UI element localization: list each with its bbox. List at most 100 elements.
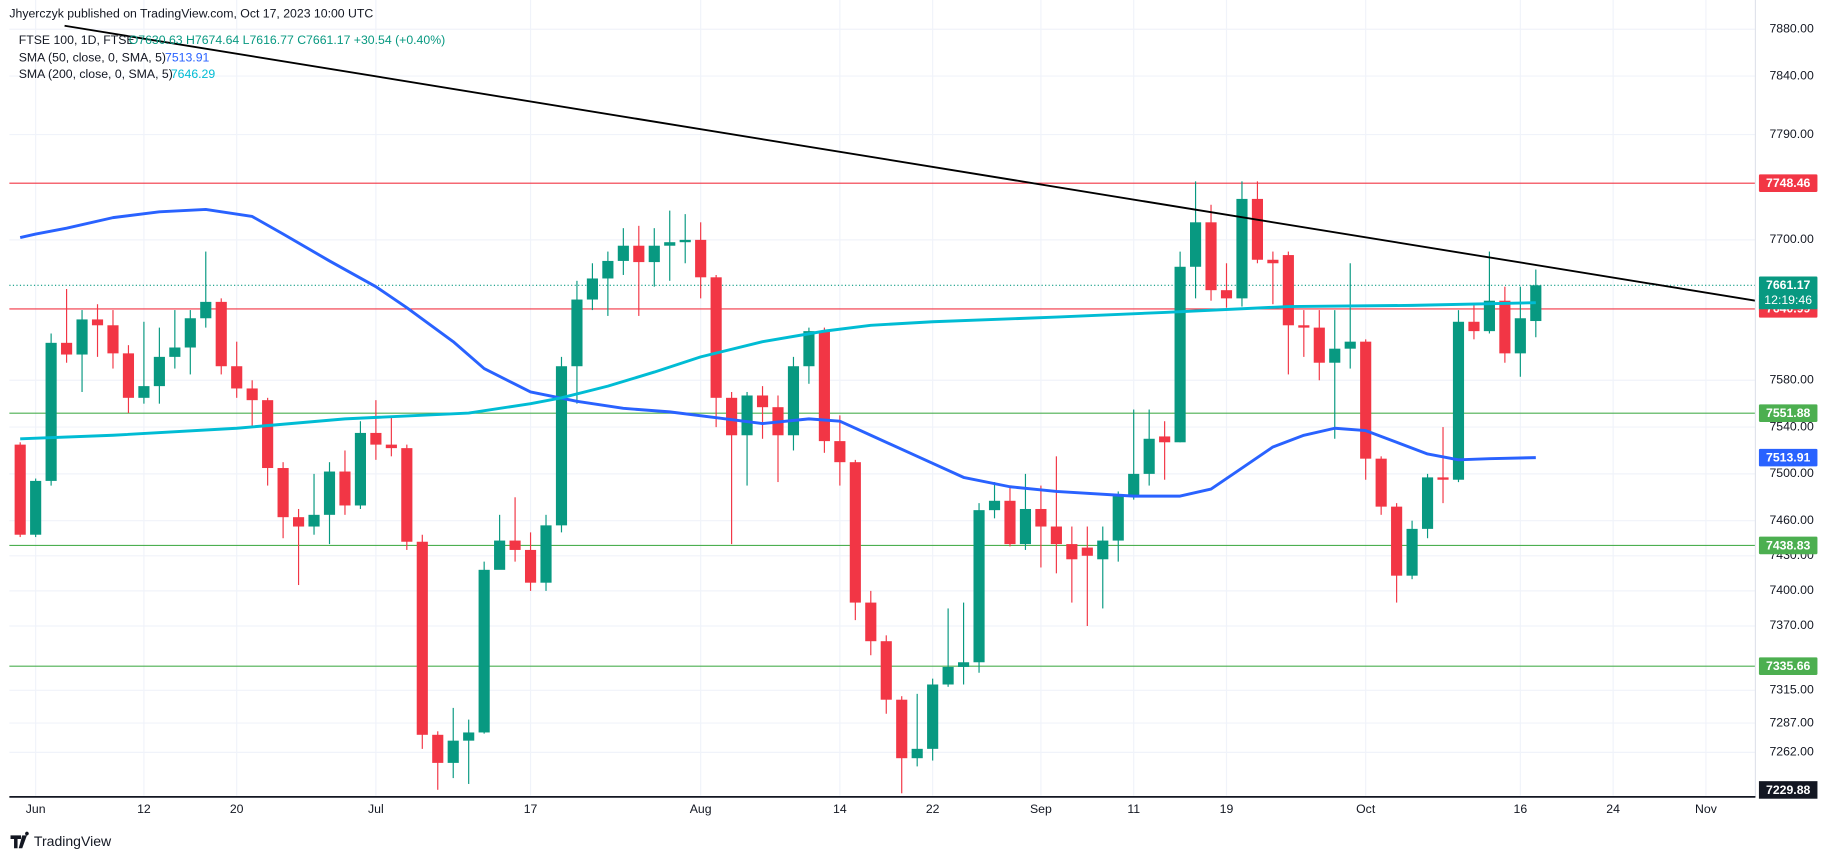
candle-body (1468, 321, 1480, 332)
x-tick-label: 12 (137, 802, 151, 816)
candle-body (602, 260, 614, 279)
legend-sma50: SMA (50, close, 0, SMA, 5) (19, 51, 166, 65)
y-tick-label: 7262.00 (1769, 745, 1814, 759)
candle-body (215, 301, 227, 367)
y-tick-label: 7400.00 (1769, 583, 1814, 597)
candle-body (555, 366, 568, 526)
candle-body (679, 239, 691, 243)
candle-body (91, 319, 104, 326)
x-tick-label: Sep (1030, 802, 1052, 816)
candle-body (231, 366, 243, 389)
candle-body (1112, 496, 1124, 541)
candle-body (1452, 321, 1465, 480)
candle-body (169, 347, 181, 357)
level-badge: 7551.88 (1766, 406, 1811, 420)
y-tick-label: 7840.00 (1769, 68, 1814, 82)
header: Jhyerczyk published on TradingView.com, … (9, 6, 445, 81)
level-badge: 7748.46 (1766, 176, 1811, 190)
y-tick-label: 7370.00 (1769, 618, 1814, 632)
candle-body (45, 342, 57, 481)
y-tick-label: 7540.00 (1769, 419, 1814, 433)
x-tick-label: Jun (26, 802, 46, 816)
candle-body (293, 517, 305, 527)
y-tick-label: 7460.00 (1769, 513, 1814, 527)
legend-sma50-value: 7513.91 (165, 51, 210, 65)
candle-body (988, 500, 1001, 511)
candle-body (911, 748, 923, 759)
candle-body (1406, 528, 1418, 576)
legend-sma200-value: 7646.29 (171, 67, 216, 81)
candle-body (1236, 198, 1248, 299)
candle-body (1437, 477, 1449, 480)
candle-body (370, 432, 382, 445)
publisher: Jhyerczyk published on TradingView.com, … (9, 6, 373, 20)
candle-body (339, 471, 351, 506)
candle-body (927, 684, 939, 749)
y-tick-label: 7580.00 (1769, 373, 1814, 387)
candle-body (648, 245, 660, 263)
candle-body (1190, 222, 1202, 267)
candle-body (262, 400, 274, 469)
candle-body (416, 541, 428, 735)
x-tick-label: Nov (1695, 802, 1718, 816)
candle-body (478, 569, 490, 733)
candle-body (323, 471, 336, 515)
level-badge: 7438.83 (1766, 538, 1811, 552)
candle-body (246, 388, 258, 401)
sma50-badge-bg (1758, 448, 1818, 467)
candle-body (1360, 341, 1372, 459)
candle-body (76, 319, 88, 355)
candle-body (880, 641, 892, 700)
candle-body (1329, 348, 1341, 363)
candle-body (1514, 318, 1526, 354)
candle-body (973, 510, 985, 663)
symbol-title: FTSE 100, 1D, FTSE (19, 33, 135, 47)
candles (14, 181, 1542, 794)
y-tick-label: 7700.00 (1769, 232, 1814, 246)
candle-body (896, 699, 908, 759)
level-badge-bg (1758, 174, 1818, 192)
level-badge: 7335.66 (1766, 659, 1811, 673)
candle-body (401, 448, 413, 542)
candle-body (1128, 473, 1140, 497)
candle-body (1282, 255, 1294, 326)
candle-body (30, 480, 42, 535)
candle-body (200, 301, 212, 319)
candle-body (1483, 300, 1495, 332)
last-price-badge-bg (1758, 276, 1818, 310)
candle-body (385, 444, 397, 449)
logo (10, 831, 29, 849)
y-tick-label: 7315.00 (1769, 683, 1814, 697)
x-tick-label: 19 (1220, 802, 1234, 816)
candle-body (633, 245, 645, 263)
candle-body (834, 441, 846, 463)
candle-body (308, 514, 320, 527)
candle-body (1313, 327, 1325, 363)
candle-body (107, 325, 119, 354)
candle-body (617, 245, 629, 261)
candle-body (710, 277, 722, 398)
candle-body (1097, 540, 1109, 560)
x-tick-label: 16 (1514, 802, 1528, 816)
candle-body (1035, 508, 1047, 527)
x-tick-label: Jul (368, 802, 384, 816)
scale-marker-bg (1758, 781, 1818, 799)
candle-body (447, 740, 459, 763)
candle-body (586, 278, 598, 300)
candle-body (138, 386, 150, 398)
candle-body (695, 239, 707, 278)
candle-body (958, 662, 970, 667)
x-tick-label: 17 (524, 802, 538, 816)
candle-body (1159, 436, 1171, 443)
candle-body (741, 395, 753, 436)
candle-body (277, 468, 289, 518)
candle-body (1050, 526, 1062, 545)
candle-body (1143, 438, 1155, 474)
candle-body (61, 342, 73, 355)
countdown: 12:19:46 (1764, 293, 1812, 307)
candle-body (14, 444, 26, 535)
candle-body (1267, 259, 1279, 264)
badges: 7748.467551.887438.837335.667646.297640.… (1758, 174, 1818, 799)
candle-body (571, 299, 583, 367)
